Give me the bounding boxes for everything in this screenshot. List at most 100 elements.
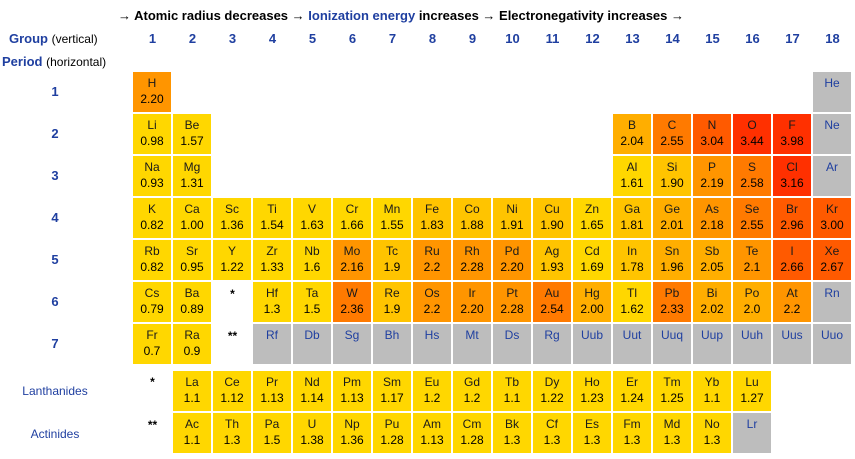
element-symbol: Ds	[504, 328, 520, 342]
element-cell-he: He	[813, 72, 851, 112]
electronegativity-value: 3.98	[780, 134, 804, 148]
element-symbol: U	[307, 417, 317, 431]
group-number: 10	[505, 31, 520, 46]
element-symbol: N	[707, 118, 717, 132]
group-number: 9	[468, 31, 477, 46]
electronegativity-value: 0.93	[140, 176, 164, 190]
element-symbol: Pm	[343, 375, 361, 389]
electronegativity-value: 1.1	[703, 391, 721, 405]
element-cell-gd: Gd 1.2	[453, 371, 491, 411]
element-cell-sm: Sm 1.17	[373, 371, 411, 411]
group-number: 7	[388, 31, 397, 46]
element-symbol: Cf	[546, 417, 558, 431]
electronegativity-value: 1.00	[180, 218, 204, 232]
electronegativity-value: 1.3	[503, 433, 521, 447]
element-cell-bh: Bh	[373, 324, 411, 364]
group-number: 5	[308, 31, 317, 46]
element-cell-ds: Ds	[493, 324, 531, 364]
element-symbol: Mt	[465, 328, 479, 342]
electronegativity-value: 0.82	[140, 260, 164, 274]
electronegativity-value: 2.20	[140, 92, 164, 106]
element-cell-hg: Hg 2.00	[573, 282, 611, 322]
element-symbol: Pb	[664, 286, 680, 300]
element-cell-rg: Rg	[533, 324, 571, 364]
group-number: 12	[585, 31, 600, 46]
element-symbol: Sc	[224, 202, 239, 216]
element-cell-th: Th 1.3	[213, 413, 251, 453]
element-cell-rn: Rn	[813, 282, 851, 322]
electronegativity-value: 1.24	[620, 391, 644, 405]
element-cell-hf: Hf 1.3	[253, 282, 291, 322]
element-symbol: Ca	[184, 202, 200, 216]
element-cell-fm: Fm 1.3	[613, 413, 651, 453]
element-cell-ni: Ni 1.91	[493, 198, 531, 238]
element-cell-cu: Cu 1.90	[533, 198, 571, 238]
electronegativity-value: 1.22	[540, 391, 564, 405]
element-symbol: F	[788, 118, 796, 132]
element-symbol: Np	[344, 417, 360, 431]
electronegativity-value: 1.81	[620, 218, 644, 232]
element-cell-fr: Fr 0.7	[133, 324, 171, 364]
electronegativity-value: 3.04	[700, 134, 724, 148]
electronegativity-value: 2.20	[500, 260, 524, 274]
element-cell-uuq: Uuq	[653, 324, 691, 364]
element-cell-sc: Sc 1.36	[213, 198, 251, 238]
electronegativity-value: 1.2	[423, 391, 441, 405]
element-cell-ba: Ba 0.89	[173, 282, 211, 322]
electronegativity-value: 2.28	[460, 260, 484, 274]
element-symbol: Ba	[184, 286, 200, 300]
element-cell-zr: Zr 1.33	[253, 240, 291, 280]
element-cell-tc: Tc 1.9	[373, 240, 411, 280]
element-cell-u: U 1.38	[293, 413, 331, 453]
lanthanides-label: Lanthanides	[22, 384, 88, 398]
element-cell-sr: Sr 0.95	[173, 240, 211, 280]
group-number: 16	[745, 31, 760, 46]
electronegativity-value: 2.05	[700, 260, 724, 274]
group-number: 13	[625, 31, 640, 46]
electronegativity-value: 1.12	[220, 391, 244, 405]
element-symbol: Ru	[424, 244, 440, 258]
element-symbol: Eu	[424, 375, 440, 389]
actinide-row-marker: **	[147, 418, 158, 432]
electronegativity-value: 2.1	[743, 260, 761, 274]
electronegativity-value: 1.3	[703, 433, 721, 447]
electronegativity-value: 1.23	[580, 391, 604, 405]
element-cell-md: Md 1.3	[653, 413, 691, 453]
electronegativity-value: 2.33	[660, 302, 684, 316]
element-symbol: Rb	[144, 244, 160, 258]
electronegativity-value: 1.61	[620, 176, 644, 190]
element-cell-mg: Mg 1.31	[173, 156, 211, 196]
element-cell-at: At 2.2	[773, 282, 811, 322]
element-symbol: Sr	[186, 244, 198, 258]
electronegativity-value: 1.55	[380, 218, 404, 232]
element-cell-zn: Zn 1.65	[573, 198, 611, 238]
element-symbol: Nb	[304, 244, 320, 258]
element-cell-mt: Mt	[453, 324, 491, 364]
element-symbol: La	[185, 375, 199, 389]
element-symbol: Pt	[506, 286, 518, 300]
element-symbol: Dy	[544, 375, 560, 389]
element-cell-kr: Kr 3.00	[813, 198, 851, 238]
element-cell-ca: Ca 1.00	[173, 198, 211, 238]
electronegativity-value: 1.1	[503, 391, 521, 405]
period-number: 3	[51, 168, 59, 183]
element-symbol: Te	[745, 244, 759, 258]
element-symbol: Hf	[266, 286, 278, 300]
element-symbol: H	[147, 76, 157, 90]
element-symbol: Mg	[183, 160, 201, 174]
element-cell-uut: Uut	[613, 324, 651, 364]
element-cell-co: Co 1.88	[453, 198, 491, 238]
period-number: 4	[51, 210, 59, 225]
element-symbol: Ra	[184, 328, 200, 342]
element-cell-k: K 0.82	[133, 198, 171, 238]
electronegativity-value: 0.89	[180, 302, 204, 316]
element-cell-mn: Mn 1.55	[373, 198, 411, 238]
element-cell-cm: Cm 1.28	[453, 413, 491, 453]
electronegativity-value: 1.93	[540, 260, 564, 274]
electronegativity-value: 1.27	[740, 391, 764, 405]
element-cell-dy: Dy 1.22	[533, 371, 571, 411]
electronegativity-value: 1.3	[223, 433, 241, 447]
element-cell-ac: Ac 1.1	[173, 413, 211, 453]
electronegativity-value: 1.5	[303, 302, 321, 316]
electronegativity-value: 1.28	[380, 433, 404, 447]
